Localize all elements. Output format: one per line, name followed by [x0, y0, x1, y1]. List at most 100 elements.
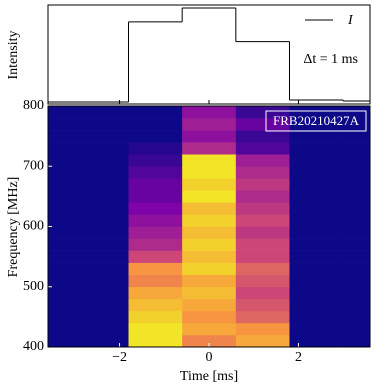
top-y-label: Intensity — [6, 31, 21, 80]
x-tick-label: −2 — [112, 350, 127, 365]
heatmap-cell — [235, 106, 290, 119]
heatmap-cell — [48, 118, 129, 131]
heatmap-cell — [235, 202, 290, 215]
heatmap-cell — [182, 154, 237, 167]
heatmap-cell — [128, 310, 183, 324]
heatmap-cell — [289, 178, 344, 191]
heatmap-cell — [128, 166, 183, 179]
heatmap-cell — [128, 130, 183, 143]
heatmap-cell — [235, 118, 290, 131]
heatmap-cell — [343, 190, 371, 203]
heatmap-cell — [48, 214, 129, 227]
heatmap-cell — [128, 226, 183, 239]
heatmap-cell — [289, 202, 344, 215]
y-tick-label: 700 — [23, 158, 44, 173]
heatmap-cell — [182, 130, 237, 143]
heatmap-cell — [48, 322, 129, 336]
heatmap-cell — [289, 190, 344, 203]
heatmap-cell — [289, 286, 344, 300]
heatmap-cell — [343, 310, 371, 324]
heatmap-cell — [182, 118, 237, 131]
heatmap-cell — [182, 298, 237, 312]
heatmap-cell — [289, 238, 344, 251]
heatmap-cell — [48, 226, 129, 239]
x-tick-label: 2 — [295, 350, 302, 365]
y-tick-label: 400 — [23, 339, 44, 354]
heatmap-cell — [235, 262, 290, 275]
bottom-y-label: Frequency [MHz] — [6, 177, 21, 278]
heatmap-cell — [128, 142, 183, 155]
heatmap-cell — [182, 106, 237, 119]
y-tick-label: 600 — [23, 219, 44, 234]
heatmap-cell — [48, 298, 129, 312]
heatmap-cell — [182, 178, 237, 191]
heatmap-cell — [48, 190, 129, 203]
heatmap-cell — [182, 166, 237, 179]
heatmap-cell — [48, 238, 129, 251]
heatmap-cell — [289, 262, 344, 275]
heatmap-cell — [289, 298, 344, 312]
heatmap-cell — [289, 274, 344, 288]
heatmap-cell — [289, 322, 344, 336]
heatmap-cell — [128, 262, 183, 275]
heatmap-cell — [289, 166, 344, 179]
heatmap-cell — [182, 334, 237, 348]
heatmap-cell — [289, 118, 344, 131]
heatmap-cell — [128, 106, 183, 119]
heatmap-cell — [289, 214, 344, 227]
heatmap-cell — [343, 322, 371, 336]
heatmap-cell — [48, 130, 129, 143]
heatmap-cell — [235, 130, 290, 143]
heatmap-cell — [48, 310, 129, 324]
y-tick-label: 500 — [23, 279, 44, 294]
heatmap-cell — [343, 298, 371, 312]
heatmap-cell — [235, 322, 290, 336]
heatmap-cell — [235, 178, 290, 191]
heatmap-cell — [48, 334, 129, 348]
heatmap-cell — [48, 274, 129, 288]
heatmap-cell — [182, 190, 237, 203]
heatmap-cell — [48, 250, 129, 263]
heatmap-cell — [48, 166, 129, 179]
x-label: Time [ms] — [180, 369, 238, 384]
heatmap-cell — [48, 154, 129, 167]
heatmap-cell — [128, 178, 183, 191]
y-tick-label: 800 — [23, 98, 44, 113]
heatmap-cell — [235, 142, 290, 155]
heatmap-cell — [343, 274, 371, 288]
heatmap-cell — [289, 130, 344, 143]
heatmap-cell — [128, 274, 183, 288]
heatmap-cell — [48, 202, 129, 215]
heatmap-cell — [128, 118, 183, 131]
heatmap-cell — [235, 310, 290, 324]
heatmap-cell — [235, 298, 290, 312]
heatmap-cell — [235, 226, 290, 239]
heatmap-cell — [128, 238, 183, 251]
axes-frame — [47, 4, 371, 105]
heatmap-cell — [235, 250, 290, 263]
heatmap-cell — [128, 286, 183, 300]
heatmap-cell — [343, 226, 371, 239]
annotation: Δt = 1 ms — [303, 52, 358, 67]
heatmap-cell — [343, 214, 371, 227]
heatmap-cell — [48, 142, 129, 155]
heatmap-cell — [343, 166, 371, 179]
heatmap-cell — [343, 106, 371, 119]
heatmap-cell — [235, 190, 290, 203]
heatmap-cell — [182, 250, 237, 263]
heatmap-cell — [128, 322, 183, 336]
heatmap-cell — [235, 238, 290, 251]
heatmap-cell — [48, 178, 129, 191]
heatmap-cell — [343, 334, 371, 348]
heatmap-cell — [182, 286, 237, 300]
legend-label: I — [347, 13, 354, 28]
heatmap-cell — [343, 118, 371, 131]
title-box — [265, 110, 367, 132]
heatmap-cell — [182, 274, 237, 288]
heatmap-cell — [343, 238, 371, 251]
heatmap-cell — [48, 106, 129, 119]
heatmap-cell — [182, 202, 237, 215]
heatmap-cell — [289, 250, 344, 263]
heatmap-cell — [289, 310, 344, 324]
